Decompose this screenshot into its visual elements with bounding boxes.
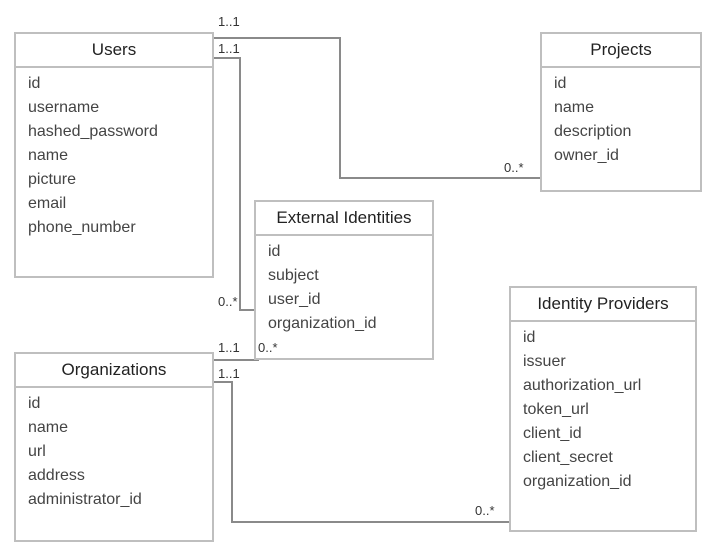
attribute-row: email: [28, 192, 200, 216]
attribute-row: issuer: [523, 350, 683, 374]
entity-projects-title: Projects: [542, 34, 700, 68]
cardinality-label: 0..*: [504, 160, 524, 175]
attribute-row: client_id: [523, 422, 683, 446]
attribute-row: address: [28, 464, 200, 488]
attribute-row: phone_number: [28, 216, 200, 240]
attribute-row: description: [554, 120, 688, 144]
entity-organizations-title: Organizations: [16, 354, 212, 388]
entity-users-attributes: idusernamehashed_passwordnamepictureemai…: [16, 68, 212, 248]
entity-users: Users idusernamehashed_passwordnamepictu…: [14, 32, 214, 278]
attribute-row: name: [28, 144, 200, 168]
attribute-row: user_id: [268, 288, 420, 312]
entity-projects: Projects idnamedescriptionowner_id: [540, 32, 702, 192]
attribute-row: subject: [268, 264, 420, 288]
attribute-row: id: [554, 72, 688, 96]
entity-identity-providers-title: Identity Providers: [511, 288, 695, 322]
attribute-row: organization_id: [268, 312, 420, 336]
attribute-row: owner_id: [554, 144, 688, 168]
attribute-row: id: [28, 392, 200, 416]
cardinality-label: 1..1: [218, 366, 240, 381]
entity-external-identities: External Identities idsubjectuser_idorga…: [254, 200, 434, 360]
cardinality-label: 1..1: [218, 41, 240, 56]
entity-external-identities-attributes: idsubjectuser_idorganization_id: [256, 236, 432, 344]
er-diagram-canvas: Users idusernamehashed_passwordnamepictu…: [0, 0, 714, 559]
attribute-row: picture: [28, 168, 200, 192]
relationship-line: [214, 38, 540, 178]
cardinality-label: 1..1: [218, 340, 240, 355]
attribute-row: authorization_url: [523, 374, 683, 398]
relationship-line: [214, 58, 254, 310]
cardinality-label: 0..*: [218, 294, 238, 309]
attribute-row: url: [28, 440, 200, 464]
attribute-row: token_url: [523, 398, 683, 422]
attribute-row: client_secret: [523, 446, 683, 470]
cardinality-label: 1..1: [218, 14, 240, 29]
entity-identity-providers: Identity Providers idissuerauthorization…: [509, 286, 697, 532]
entity-organizations: Organizations idnameurladdressadministra…: [14, 352, 214, 542]
entity-identity-providers-attributes: idissuerauthorization_urltoken_urlclient…: [511, 322, 695, 502]
cardinality-label: 0..*: [258, 340, 278, 355]
relationship-line: [214, 382, 509, 522]
attribute-row: organization_id: [523, 470, 683, 494]
attribute-row: hashed_password: [28, 120, 200, 144]
attribute-row: username: [28, 96, 200, 120]
attribute-row: id: [28, 72, 200, 96]
attribute-row: name: [554, 96, 688, 120]
attribute-row: name: [28, 416, 200, 440]
cardinality-label: 0..*: [475, 503, 495, 518]
entity-projects-attributes: idnamedescriptionowner_id: [542, 68, 700, 176]
entity-organizations-attributes: idnameurladdressadministrator_id: [16, 388, 212, 520]
attribute-row: id: [268, 240, 420, 264]
attribute-row: id: [523, 326, 683, 350]
attribute-row: administrator_id: [28, 488, 200, 512]
entity-external-identities-title: External Identities: [256, 202, 432, 236]
entity-users-title: Users: [16, 34, 212, 68]
